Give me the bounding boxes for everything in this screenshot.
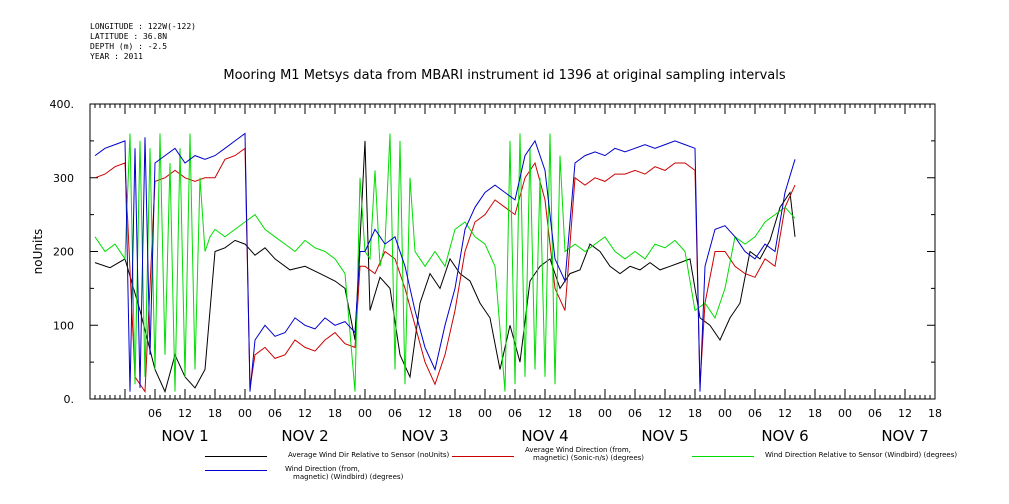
series-line-2 [94, 147, 796, 394]
legend-label-line: magnetic) (Sonic-n/s) (degrees) [533, 454, 645, 462]
x-tick-label: 00 [598, 407, 612, 420]
meta-latitude: LATITUDE : 36.8N [90, 32, 168, 41]
day-label: NOV 2 [281, 427, 328, 445]
legend-label-line: Wind Direction (from, [285, 465, 360, 473]
legend-label-line: Average Wind Dir Relative to Sensor (noU… [288, 451, 450, 459]
legend-swatch [452, 456, 514, 457]
x-tick-label: 18 [328, 407, 342, 420]
legend-label: Wind Direction (from, magnetic) (Windbird… [285, 465, 445, 481]
x-tick-label: 00 [718, 407, 732, 420]
y-tick-label: 100 [53, 319, 74, 332]
legend-label: Average Wind Direction (from, magnetic) (… [525, 446, 685, 462]
x-tick-label: 12 [298, 407, 312, 420]
x-tick-label: 12 [538, 407, 552, 420]
day-label: NOV 1 [161, 427, 208, 445]
legend-swatch [692, 456, 754, 457]
legend-label-line: Wind Direction Relative to Sensor (Windb… [765, 451, 958, 459]
x-tick-label: 06 [508, 407, 522, 420]
y-tick-label: 400. [50, 98, 75, 111]
x-tick-label: 18 [928, 407, 942, 420]
meta-year: YEAR : 2011 [90, 52, 143, 61]
day-label: NOV 7 [881, 427, 928, 445]
x-tick-label: 18 [448, 407, 462, 420]
x-tick-label: 06 [388, 407, 402, 420]
chart-title: Mooring M1 Metsys data from MBARI instru… [223, 68, 786, 83]
x-tick-label: 18 [808, 407, 822, 420]
y-tick-label: 200 [53, 246, 74, 259]
x-tick-label: 00 [838, 407, 852, 420]
x-tick-label: 18 [688, 407, 702, 420]
meta-longitude: LONGITUDE : 122W(-122) [90, 22, 196, 31]
meta-depth: DEPTH (m) : -2.5 [90, 42, 168, 51]
series-line-1 [94, 140, 796, 394]
x-tick-label: 06 [148, 407, 162, 420]
legend-label: Wind Direction Relative to Sensor (Windb… [765, 451, 965, 459]
day-label: NOV 6 [761, 427, 808, 445]
x-tick-label: 12 [658, 407, 672, 420]
x-tick-label: 12 [178, 407, 192, 420]
day-label: NOV 4 [521, 427, 568, 445]
x-tick-label: 06 [748, 407, 762, 420]
day-label: NOV 3 [401, 427, 448, 445]
legend-swatch [205, 456, 267, 457]
legend-label: Average Wind Dir Relative to Sensor (noU… [288, 451, 463, 459]
y-tick-label: 300 [53, 172, 74, 185]
x-tick-label: 06 [268, 407, 282, 420]
day-label: NOV 5 [641, 427, 688, 445]
metadata-block: LONGITUDE : 122W(-122) LATITUDE : 36.8N … [90, 22, 196, 62]
legend-swatch [205, 470, 267, 471]
legend-label-line: Average Wind Direction (from, [525, 446, 631, 454]
x-tick-label: 00 [238, 407, 252, 420]
y-axis-label: noUnits [31, 229, 45, 275]
x-tick-label: 12 [418, 407, 432, 420]
y-tick-label: 0. [64, 393, 75, 406]
x-tick-label: 06 [628, 407, 642, 420]
x-tick-label: 18 [568, 407, 582, 420]
x-tick-label: 12 [898, 407, 912, 420]
series-line-3 [94, 133, 796, 392]
legend-label-line: magnetic) (Windbird) (degrees) [293, 473, 404, 481]
x-tick-label: 00 [478, 407, 492, 420]
x-tick-label: 00 [358, 407, 372, 420]
series-line-4 [94, 132, 796, 392]
x-tick-label: 18 [208, 407, 222, 420]
x-tick-label: 12 [778, 407, 792, 420]
x-tick-label: 06 [868, 407, 882, 420]
